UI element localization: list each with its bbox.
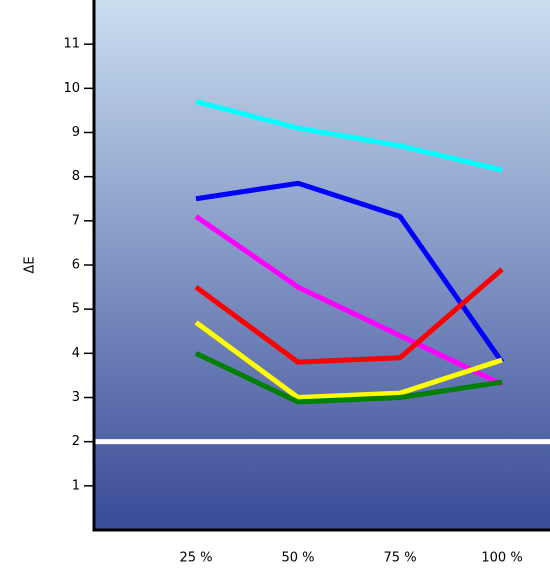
y-tick-label: 7 [72,213,80,228]
y-axis-label: ΔE [23,256,38,273]
series-line [195,99,503,173]
series-line [194,214,504,387]
y-tick-label: 8 [72,169,80,184]
x-tick-label: 100 % [481,551,522,566]
series-line [194,351,503,405]
y-tick-label: 9 [72,125,80,140]
series-line [194,320,503,400]
series-line [195,180,505,364]
y-tick-label: 5 [72,302,80,317]
y-tick-label: 1 [72,478,80,493]
y-tick-label: 6 [72,258,80,273]
x-tick-label: 25 % [179,551,212,566]
y-tick-label: 11 [63,37,80,52]
y-tick-label: 3 [72,390,80,405]
x-tick-label: 50 % [282,551,315,566]
x-tick-label: 75 % [384,551,417,566]
y-tick-label: 10 [63,81,80,96]
plot-area [94,0,550,530]
y-tick-label: 2 [72,434,80,449]
y-tick-label: 4 [72,346,80,361]
series-line [194,267,504,365]
